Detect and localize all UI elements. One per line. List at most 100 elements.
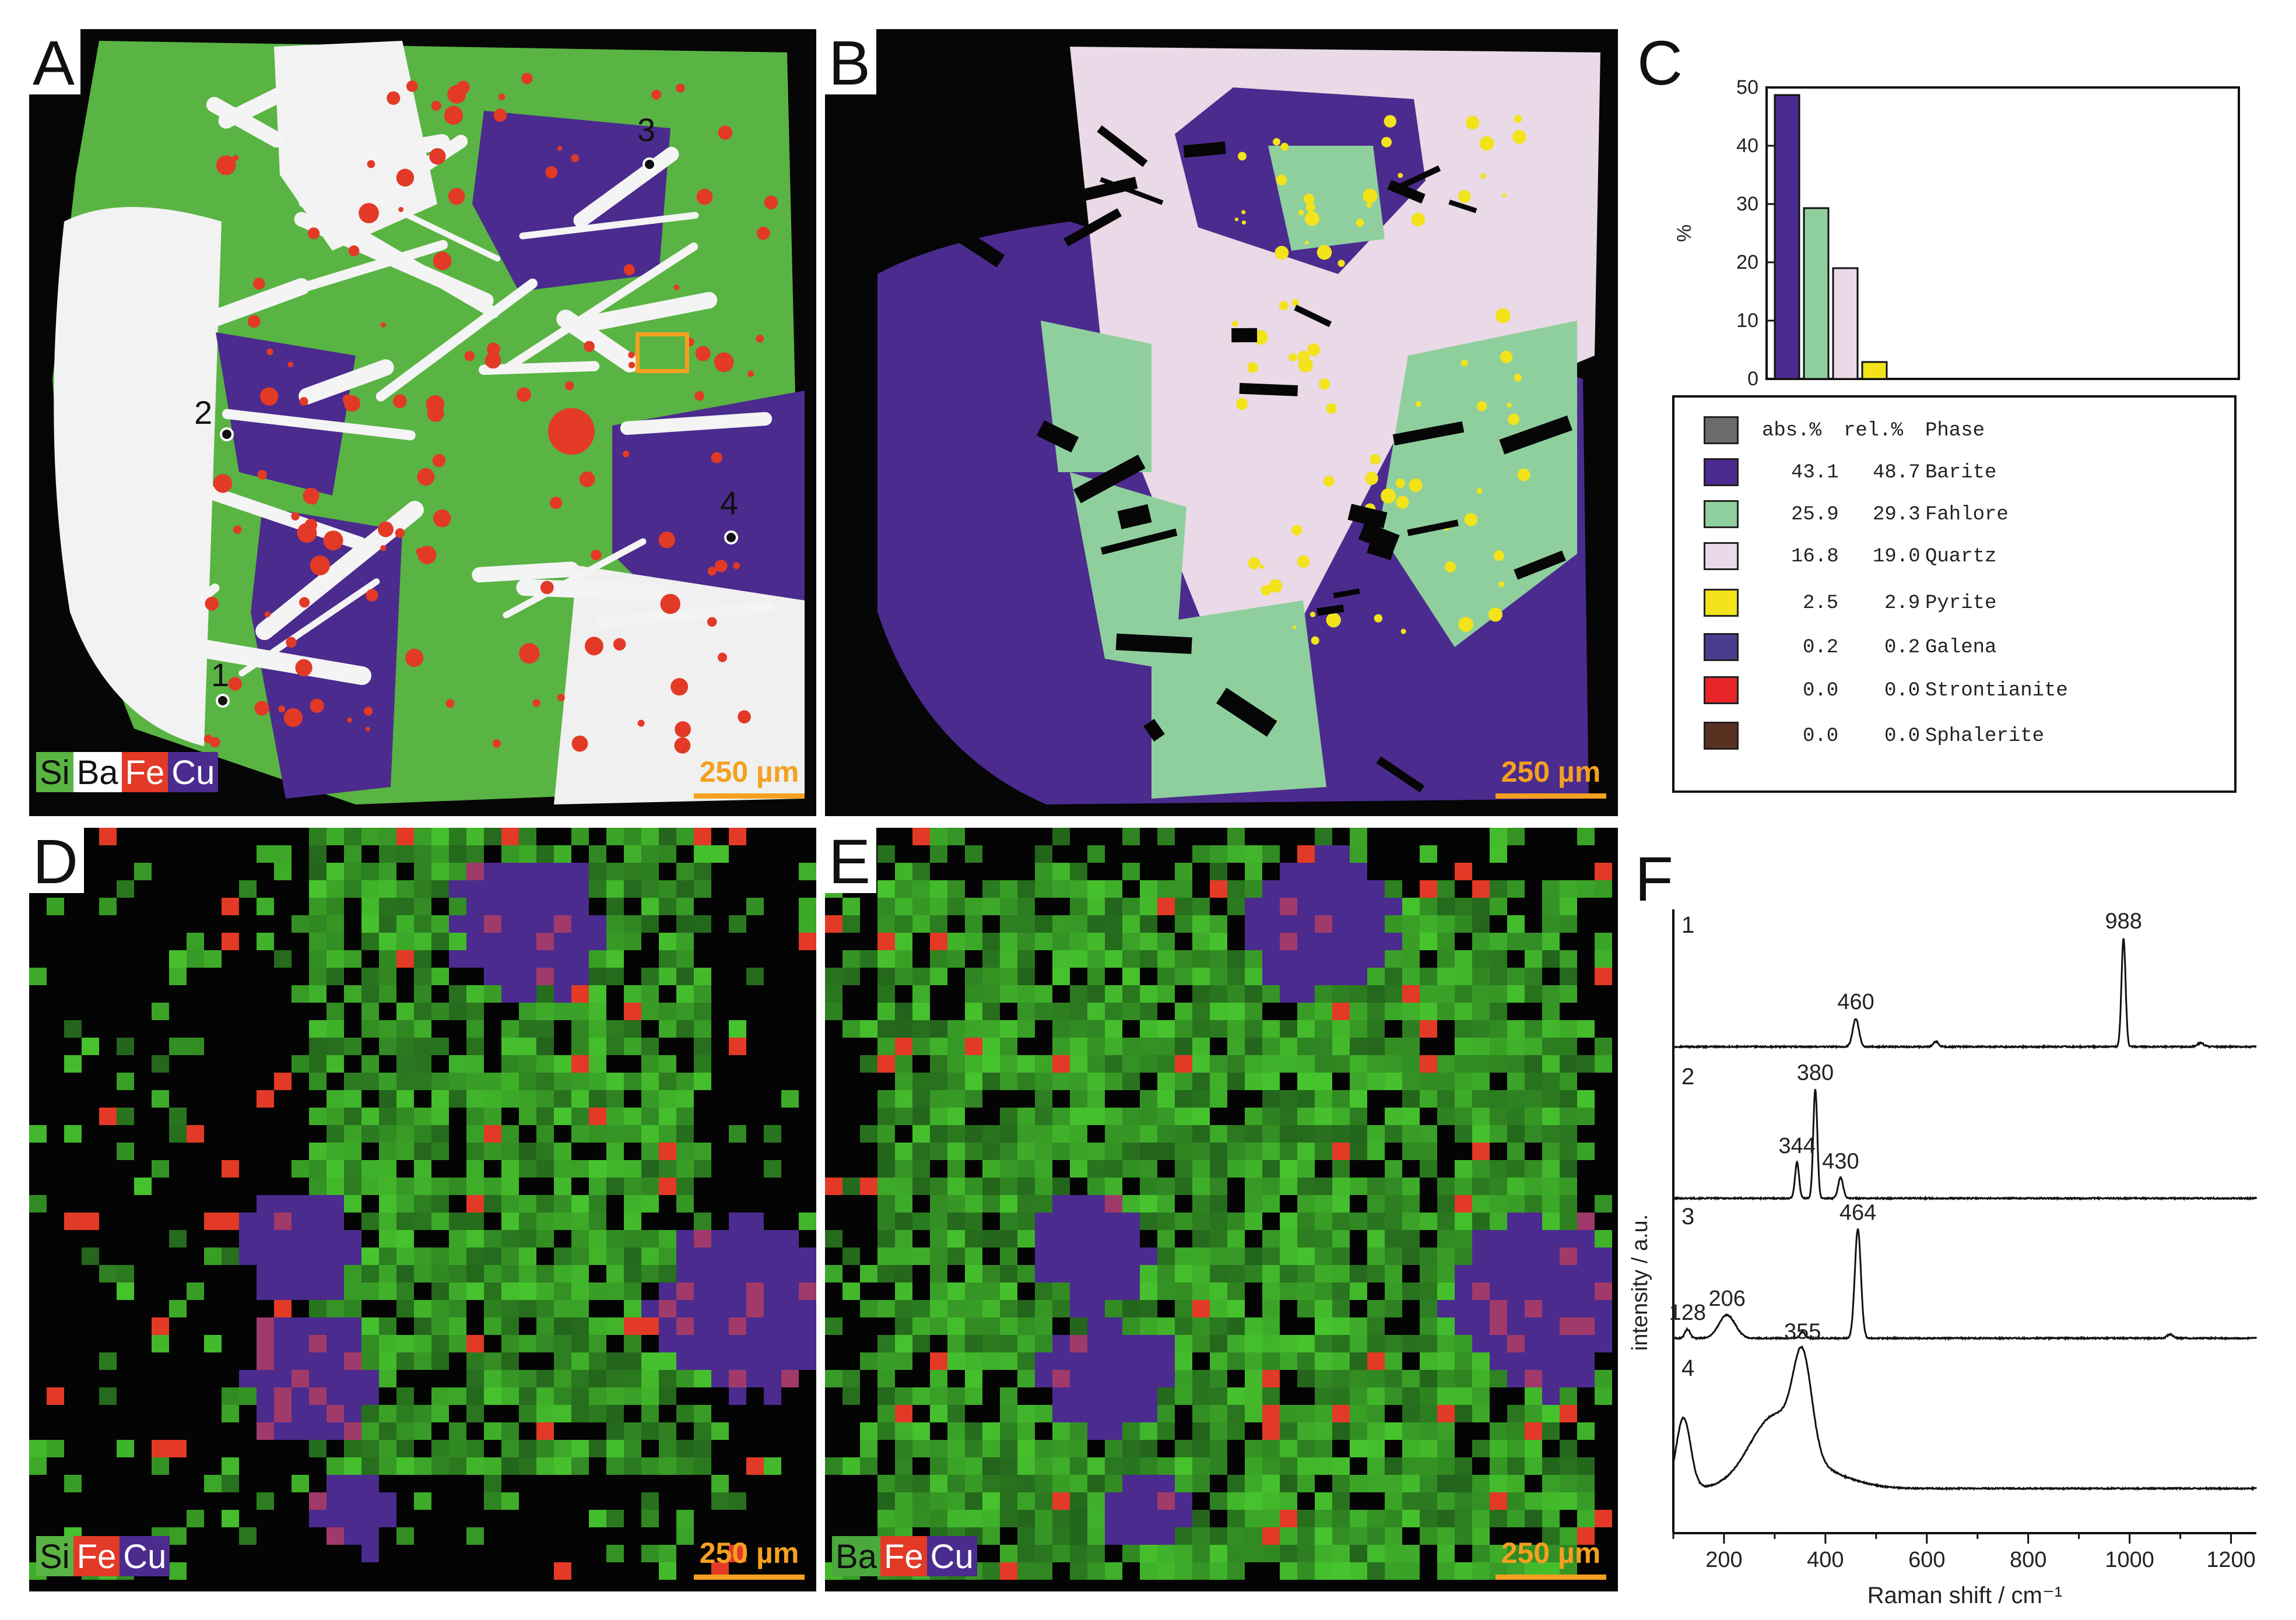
galena-abs: 0.2	[1803, 637, 1839, 659]
fahlore-rel: 29.3	[1873, 504, 1921, 526]
panel-d-scale-line	[694, 1575, 805, 1580]
panel-d-scale-text: 250 µm	[699, 1537, 799, 1569]
spectrum-3-line	[1673, 1228, 2258, 1341]
chip-si: Si	[36, 752, 73, 792]
chip-cu: Cu	[120, 1536, 170, 1576]
pyrite-abs: 2.5	[1803, 592, 1839, 614]
x-tick-label: 400	[1807, 1548, 1844, 1572]
panel-b-label: B	[825, 29, 877, 94]
chip-fe: Fe	[880, 1536, 927, 1576]
x-tick-label: 1200	[2206, 1548, 2256, 1572]
bar-pyrite	[1861, 361, 1888, 380]
y-tick-label: 0	[1747, 368, 1758, 390]
panel-a-scale-line	[694, 793, 805, 799]
y-tick-label: 30	[1736, 193, 1758, 215]
panel-e-raman-map: E Ba Fe Cu 250 µm	[825, 828, 1618, 1591]
phase-row-barite: 43.1 48.7 Barite	[1674, 451, 2234, 492]
iron-grain-large	[548, 408, 595, 455]
header-rel: rel.%	[1844, 420, 1904, 442]
chip-si: Si	[36, 1536, 73, 1576]
strontianite-name: Strontianite	[1925, 680, 2068, 702]
phase-row-sphalerite: 0.0 0.0 Sphalerite	[1674, 715, 2234, 755]
panel-a-scale-text: 250 µm	[699, 755, 799, 788]
panel-d-scale-bar: 250 µm	[694, 1536, 805, 1580]
pores	[948, 125, 1572, 793]
point-2-label: 2	[194, 394, 213, 431]
chip-cu: Cu	[168, 752, 219, 792]
pyrite-swatch	[1704, 589, 1739, 617]
panel-a-element-map	[29, 29, 816, 816]
point-2-marker	[220, 427, 234, 441]
y-tick-label: 20	[1736, 251, 1758, 273]
phase-row-quartz: 16.8 19.0 Quartz	[1674, 535, 2234, 576]
peak-label-128: 128	[1669, 1301, 1706, 1325]
strontianite-swatch	[1704, 676, 1739, 704]
spectrum-4-line	[1672, 1345, 2258, 1492]
x-axis-label: Raman shift / cm⁻¹	[1867, 1583, 2063, 1608]
barite-name: Barite	[1925, 462, 1997, 484]
y-tick-label: 10	[1736, 310, 1758, 332]
point-4-label: 4	[720, 484, 739, 521]
peak-label-344: 344	[1778, 1134, 1815, 1158]
peak-label-355: 355	[1784, 1319, 1821, 1344]
panel-d-label: D	[29, 828, 84, 893]
peak-label-206: 206	[1708, 1287, 1745, 1311]
y-tick-label: 40	[1736, 135, 1758, 157]
copper-region-right	[612, 391, 805, 624]
barite-rel: 48.7	[1873, 462, 1921, 484]
panel-a-element-chips: Si Ba Fe Cu	[36, 752, 219, 792]
panel-a-scale-bar: 250 µm	[694, 755, 805, 799]
quartz-name: Quartz	[1925, 546, 1997, 568]
panel-f-spectra-plot: 200 400 600 800 1000 1200 Raman shift / cm⁻¹ in…	[1628, 909, 2258, 1608]
panel-d-element-chips: Si Fe Cu	[36, 1536, 170, 1576]
panel-e-element-chips: Ba Fe Cu	[832, 1536, 977, 1576]
copper-region-center	[472, 111, 670, 291]
peak-label-464: 464	[1839, 1201, 1876, 1225]
spectrum-2-label: 2	[1681, 1064, 1694, 1090]
panel-d-raman-map: D Si Fe Cu 250 µm	[29, 828, 816, 1591]
peak-label-430: 430	[1822, 1149, 1859, 1173]
sphalerite-swatch	[1704, 722, 1739, 750]
sphalerite-name: Sphalerite	[1925, 725, 2045, 747]
phase-row-fahlore: 25.9 29.3 Fahlore	[1674, 493, 2234, 534]
panel-c-phase-histogram: C 0 10 20 30 40 50%	[1627, 23, 2268, 804]
chip-fe: Fe	[73, 1536, 120, 1576]
panel-f-raman-spectra: F 200 400 600 800 1000 1200 Raman shift / cm⁻¹…	[1627, 816, 2280, 1609]
panel-a-eds-map: A 3 2 4 1 Si Ba Fe Cu 250 µm	[29, 29, 816, 816]
fahlore-phase-left	[1041, 321, 1151, 472]
galena-rel: 0.2	[1884, 637, 1921, 659]
panel-b-phase-map-image	[825, 29, 1618, 816]
sphalerite-abs: 0.0	[1803, 725, 1839, 747]
pyrite-rel: 2.9	[1884, 592, 1921, 614]
header-abs: abs.%	[1762, 420, 1822, 442]
panel-e-label: E	[825, 828, 877, 893]
phase-legend-table: abs.% rel.% Phase 43.1 48.7 Barite 25.9 …	[1672, 395, 2237, 793]
panel-f-label: F	[1631, 845, 1679, 911]
fahlore-name: Fahlore	[1925, 504, 2009, 526]
barite-abs: 43.1	[1791, 462, 1839, 484]
fahlore-abs: 25.9	[1791, 504, 1839, 526]
spectrum-1-line	[1673, 938, 2257, 1050]
point-3-marker	[643, 157, 656, 171]
quartz-rel: 19.0	[1873, 546, 1921, 568]
header-swatch	[1704, 416, 1739, 444]
phase-row-strontianite: 0.0 0.0 Strontianite	[1674, 669, 2234, 710]
peak-label-988: 988	[2105, 909, 2141, 934]
strontianite-rel: 0.0	[1884, 680, 1921, 702]
galena-swatch	[1704, 633, 1739, 661]
point-1-label: 1	[211, 656, 230, 693]
panel-b-scale-text: 250 µm	[1501, 755, 1601, 788]
quartz-swatch	[1704, 542, 1739, 570]
chip-fe: Fe	[121, 752, 168, 792]
chip-ba: Ba	[832, 1536, 880, 1576]
point-4-marker	[724, 530, 738, 544]
panel-a-label: A	[29, 29, 81, 94]
sphalerite-rel: 0.0	[1884, 725, 1921, 747]
x-tick-label: 1000	[2105, 1548, 2154, 1572]
copper-region-left	[216, 332, 356, 496]
galena-name: Galena	[1925, 637, 1997, 659]
panel-b-scale-line	[1495, 793, 1606, 799]
panel-d-pixel-map	[29, 828, 816, 1580]
pyrite-grains	[1232, 115, 1530, 645]
fahlore-swatch	[1704, 500, 1739, 528]
